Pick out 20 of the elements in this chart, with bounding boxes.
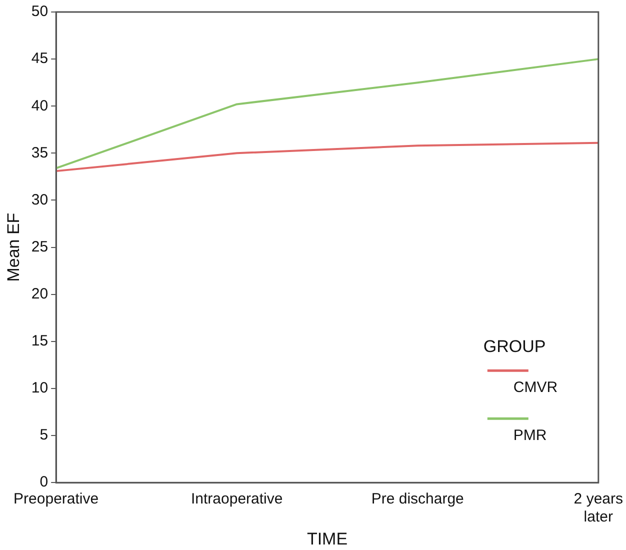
x-tick-label: Preoperative (14, 490, 99, 508)
y-tick-label: 30 (31, 191, 48, 208)
y-tick-label: 45 (31, 50, 48, 68)
x-tick-label: Intraoperative (190, 490, 283, 508)
x-tick-label: 2 years later (574, 490, 624, 526)
y-tick-label: 10 (31, 380, 48, 397)
y-tick-label: 35 (31, 144, 48, 162)
y-tick-label: 20 (31, 286, 48, 302)
y-axis-title: Mean EF (4, 212, 23, 282)
x-tick-label: Pre discharge (371, 490, 464, 508)
x-axis-title: TIME (306, 529, 348, 548)
y-tick-label: 50 (31, 3, 48, 20)
legend-label: PMR (513, 427, 547, 444)
y-tick-label: 25 (31, 238, 48, 256)
y-tick-label: 40 (31, 97, 48, 114)
y-tick-label: 15 (31, 332, 48, 350)
legend-label: CMVR (513, 379, 558, 396)
legend-title: GROUP (483, 336, 546, 356)
y-tick-label: 5 (40, 426, 48, 444)
y-tick-label: 0 (40, 474, 48, 491)
